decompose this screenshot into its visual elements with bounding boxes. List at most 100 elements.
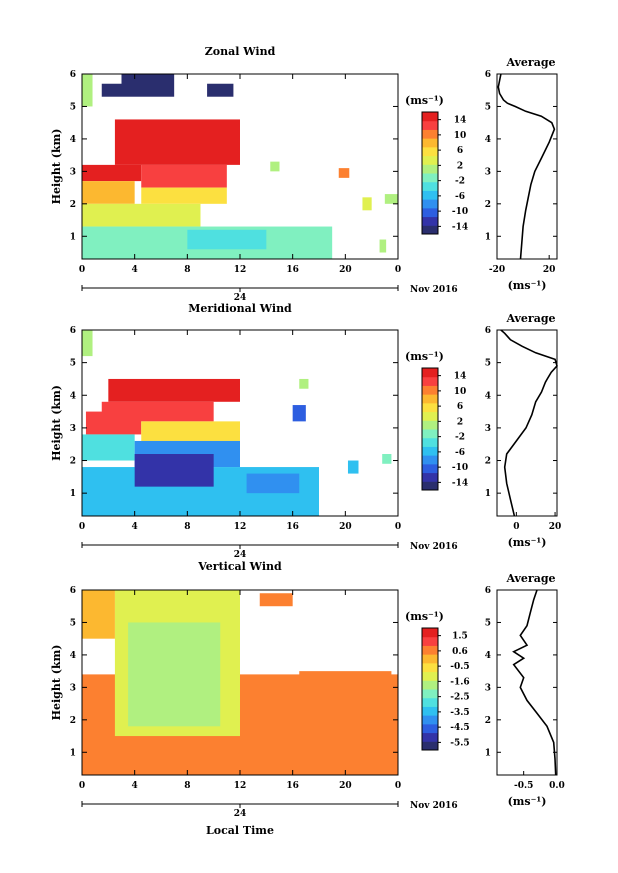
heatmap-cell [259, 593, 293, 607]
colorbar-tick-label: -4.5 [450, 723, 469, 733]
colorbar-tick-label: 6 [457, 402, 463, 412]
colorbar-segment [422, 741, 438, 751]
colorbar-segment [422, 164, 438, 174]
colorbar-tick-label: -6 [455, 448, 465, 458]
average-x-tick-label: 20 [543, 265, 556, 275]
colorbar-segment [422, 636, 438, 646]
y-tick-label: 6 [70, 70, 76, 80]
heatmap-cell [141, 421, 240, 441]
y-tick-label: 3 [70, 167, 76, 177]
colorbar-segment [422, 216, 438, 226]
colorbar-tick-label: 1.5 [452, 632, 468, 642]
average-y-tick-label: 2 [485, 457, 491, 467]
colorbar-tick-label: 14 [454, 372, 467, 382]
heatmap-cell [246, 473, 300, 494]
heatmap-cell [384, 194, 398, 204]
average-y-tick-label: 3 [485, 683, 491, 693]
heatmap-cell [108, 378, 240, 402]
colorbar-tick-label: -3.5 [450, 708, 469, 718]
colorbar-tick-label: -2 [455, 177, 465, 187]
heatmap-cell [382, 454, 392, 464]
colorbar-tick-label: -1.6 [450, 677, 469, 687]
x-tick-label: 12 [234, 522, 247, 532]
y-tick-label: 3 [70, 424, 76, 434]
heatmap-cell [82, 434, 135, 461]
colorbar-unit: (ms⁻¹) [405, 350, 444, 363]
average-y-tick-label: 4 [485, 135, 491, 145]
colorbar-segment [422, 420, 438, 430]
x-tick-label: 20 [339, 265, 352, 275]
colorbar-tick-label: -2 [455, 433, 465, 443]
colorbar-segment [422, 207, 438, 218]
colorbar-segment [422, 173, 438, 183]
x-tick-label: 16 [286, 265, 299, 275]
heatmap-cell [82, 74, 93, 107]
average-y-tick-label: 5 [485, 359, 491, 369]
date-suffix: Nov 2016 [410, 542, 458, 552]
average-title: Average [505, 56, 555, 69]
date-marker: 24 [234, 550, 247, 560]
y-tick-label: 6 [70, 326, 76, 336]
colorbar-segment [422, 654, 438, 664]
date-suffix: Nov 2016 [410, 801, 458, 811]
colorbar-segment [422, 199, 438, 209]
colorbar-segment [422, 376, 438, 386]
average-x-tick-label: 20 [549, 522, 562, 532]
date-suffix: Nov 2016 [410, 285, 458, 295]
heatmap-cell [88, 732, 115, 759]
colorbar-tick-label: -6 [455, 192, 465, 202]
average-y-tick-label: 4 [485, 651, 491, 661]
colorbar-tick-label: -2.5 [450, 693, 469, 703]
heatmap-cell [82, 590, 115, 639]
colorbar-tick-label: -14 [452, 478, 468, 488]
panel-title: Vertical Wind [197, 560, 282, 573]
heatmap-cell [82, 181, 135, 204]
y-tick-label: 6 [70, 586, 76, 596]
heatmap-cell [82, 330, 93, 357]
average-profile-line [497, 73, 556, 260]
x-tick-label: 16 [286, 522, 299, 532]
colorbar-segment [422, 402, 438, 413]
heatmap-cell [379, 239, 387, 253]
heatmap-cell [299, 378, 309, 389]
colorbar-segment [422, 463, 438, 474]
colorbar-segment [422, 455, 438, 465]
average-title: Average [505, 572, 555, 585]
average-x-label: (ms⁻¹) [508, 795, 547, 808]
average-profile-panel: Average 1 2 3 4 5 6 -0.5 0.0(ms⁻¹) [485, 572, 565, 808]
colorbar-segment [422, 723, 438, 734]
heatmap-cell [141, 164, 227, 188]
x-tick-label: 0 [79, 522, 85, 532]
date-marker: 24 [234, 293, 247, 303]
colorbar-segment [422, 697, 438, 707]
y-tick-label: 5 [70, 102, 76, 112]
y-tick-label: 2 [70, 200, 76, 210]
average-frame [496, 73, 558, 260]
average-x-tick-label: -0.5 [514, 781, 533, 791]
heatmap-cell [114, 119, 240, 165]
colorbar-segment [422, 645, 438, 655]
colorbar-segment [422, 429, 438, 439]
colorbar-segment [422, 225, 438, 235]
x-tick-label: 0 [395, 781, 401, 791]
heatmap-cell [134, 454, 214, 487]
average-title: Average [505, 312, 555, 325]
x-tick-label: 0 [79, 265, 85, 275]
x-tick-label: 4 [132, 265, 138, 275]
colorbar-segment [422, 680, 438, 690]
x-tick-label: 0 [395, 522, 401, 532]
heatmap-cell [82, 164, 142, 182]
heatmap-cell [347, 460, 359, 474]
colorbar-segment [422, 446, 438, 456]
average-x-tick-label: -20 [489, 265, 505, 275]
average-x-tick-label: 0 [513, 522, 519, 532]
average-y-tick-label: 6 [485, 70, 491, 80]
colorbar-tick-label: -10 [452, 207, 468, 217]
colorbar-unit: (ms⁻¹) [405, 94, 444, 107]
heatmap-cell [82, 203, 201, 227]
colorbar-segment [422, 394, 438, 404]
colorbar-segment [422, 671, 438, 681]
heatmap-cell [292, 405, 306, 422]
average-profile-panel: Average 1 2 3 4 5 6 0 20(ms⁻¹) [485, 312, 562, 549]
